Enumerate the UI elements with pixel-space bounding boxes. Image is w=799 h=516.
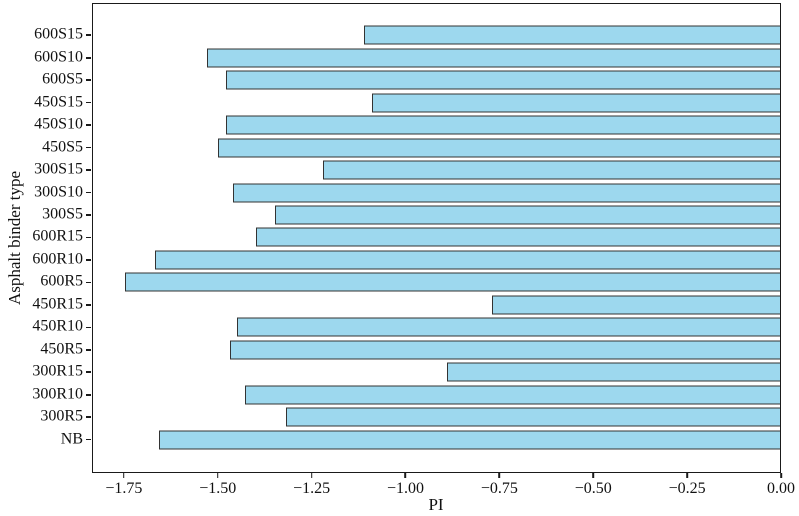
plot-area: 600S15 600S10 600S5 450S15 450S10 450S5 300S15… (32, 3, 781, 473)
y-tick-label: NB (60, 430, 83, 448)
y-axis-tick (86, 304, 91, 306)
y-tick-label: 450R10 (32, 318, 83, 336)
x-axis-tick (217, 473, 219, 478)
y-axis-tick (86, 236, 91, 239)
x-tick-label: −1.75 (105, 480, 143, 497)
bar-row: 450R5 (40, 339, 780, 361)
bar-row: 450S10 (34, 114, 780, 136)
x-axis-title: PI (428, 495, 444, 514)
bar-300R15 (446, 362, 780, 382)
y-axis-tick (86, 101, 91, 104)
x-axis-tick (123, 473, 125, 478)
bar-row: 600R10 (32, 249, 780, 271)
y-axis-tick (86, 416, 91, 418)
x-axis-tick (498, 473, 501, 478)
y-tick-label: 450R15 (32, 295, 83, 313)
x-axis-tick (592, 473, 595, 478)
bar-600S15 (364, 25, 780, 45)
bar-row: 450S15 (34, 91, 780, 113)
bar-300S5 (274, 205, 780, 225)
bar-600R5 (124, 272, 780, 292)
bar-row: 450S5 (42, 136, 780, 158)
plot-rows: 600S15 600S10 600S5 450S15 450S10 450S5 300S15… (32, 4, 780, 472)
y-tick-label: 300S15 (34, 160, 83, 178)
y-axis-tick (86, 124, 91, 126)
bar-450S15 (371, 93, 780, 113)
x-tick-label: −1.25 (293, 480, 331, 497)
bar-row: 300S15 (34, 159, 780, 181)
bar-row: 600R15 (32, 226, 780, 248)
y-axis-tick (86, 393, 91, 396)
y-axis-tick (86, 349, 91, 351)
x-tick-label: −0.50 (574, 480, 612, 497)
bar-600R10 (154, 250, 780, 270)
x-tick-label: −1.50 (199, 480, 237, 497)
bar-row: 450R15 (32, 294, 780, 316)
y-axis-title: Asphalt binder type (5, 170, 24, 306)
y-tick-label: 600S15 (34, 25, 83, 43)
y-axis-tick (86, 371, 91, 374)
y-tick-label: 300R5 (40, 407, 83, 425)
x-axis: −1.75 −1.50 −1.25 −1.00 −0.75 −0.50 −0.25 0.00 (92, 472, 795, 497)
bar-row: 300S5 (42, 204, 780, 226)
bar-600S5 (225, 70, 780, 90)
bar-450R5 (229, 340, 780, 360)
y-axis-tick (86, 281, 91, 284)
bar-row: 300R5 (40, 406, 780, 428)
y-tick-label: 300S5 (42, 205, 83, 223)
y-tick-label: 450S10 (34, 115, 83, 133)
x-axis-tick (404, 473, 407, 478)
y-tick-label: 600R5 (40, 273, 83, 291)
bar-300R10 (244, 385, 780, 405)
bar-300S15 (323, 160, 780, 180)
x-tick-label: −0.75 (480, 480, 518, 497)
y-tick-label: 450S5 (42, 138, 83, 156)
y-axis-tick (86, 169, 91, 171)
y-axis-tick (86, 438, 91, 441)
bar-300S10 (233, 183, 780, 203)
y-axis-tick (86, 259, 91, 261)
x-tick-label: −1.00 (386, 480, 424, 497)
y-axis-tick (86, 79, 91, 81)
y-tick-label: 600R10 (32, 250, 83, 268)
x-axis-tick (780, 473, 782, 478)
bar-row: 600S10 (34, 46, 780, 68)
y-axis-tick (86, 326, 91, 329)
x-axis-tick (310, 473, 313, 478)
y-axis-tick (86, 56, 91, 59)
bar-row: 600R5 (40, 271, 780, 293)
y-axis-tick (86, 146, 91, 149)
y-tick-label: 300S10 (34, 183, 83, 201)
bar-300R5 (285, 407, 780, 427)
bar-row: NB (61, 428, 780, 450)
y-tick-label: 450S15 (34, 93, 83, 111)
x-tick-label: −0.25 (668, 480, 706, 497)
bar-600R15 (255, 227, 780, 247)
bar-450R10 (237, 317, 780, 337)
bar-450S5 (218, 138, 780, 158)
bar-row: 600S5 (42, 69, 780, 91)
y-tick-label: 450R5 (40, 340, 83, 358)
bar-450R15 (491, 295, 780, 315)
y-axis-tick (86, 214, 91, 216)
y-axis-tick (86, 191, 91, 194)
y-tick-label: 600R15 (32, 228, 83, 246)
bar-600S10 (207, 48, 780, 68)
bar-NB (158, 430, 780, 450)
bar-row: 300R10 (32, 384, 780, 406)
bar-row: 300R15 (32, 361, 780, 383)
x-axis-tick (686, 473, 688, 478)
y-tick-label: 300R15 (32, 362, 83, 380)
bar-row: 600S15 (34, 24, 780, 46)
y-axis-tick (86, 34, 91, 37)
bar-row: 450R10 (32, 316, 780, 338)
y-tick-label: 600S10 (34, 48, 83, 66)
y-tick-label: 300R10 (32, 385, 83, 403)
bar-450S10 (225, 115, 780, 135)
bar-row: 300S10 (34, 181, 780, 203)
y-tick-label: 600S5 (42, 70, 83, 88)
x-tick-label: 0.00 (767, 480, 795, 497)
